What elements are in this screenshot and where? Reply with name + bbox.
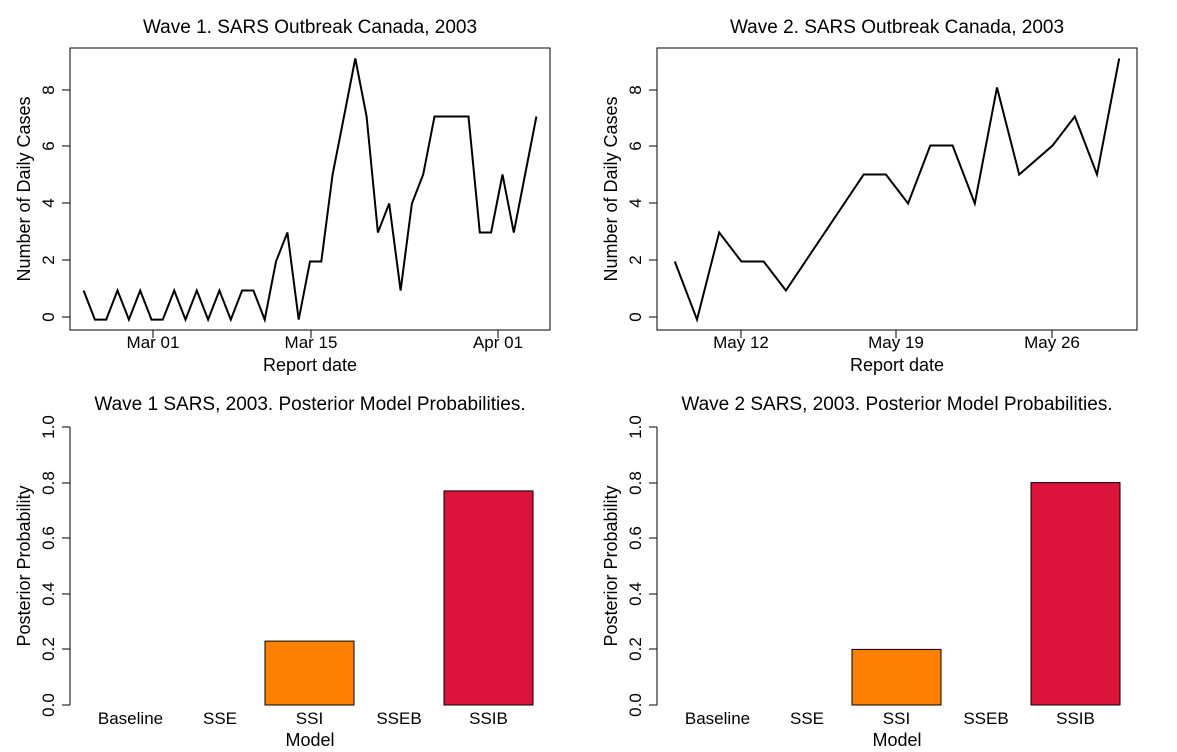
x-axis-label: Report date bbox=[850, 355, 944, 375]
y-tick-label: 0.0 bbox=[626, 693, 645, 717]
x-axis-label: Model bbox=[872, 730, 921, 750]
plot-frame bbox=[69, 47, 551, 331]
x-tick-label: Baseline bbox=[685, 709, 750, 728]
bar-ssi bbox=[851, 648, 942, 706]
series-line-daily-cases bbox=[673, 58, 1121, 323]
y-tick-label: 0.2 bbox=[626, 637, 645, 661]
panel-wave2-line: Wave 2. SARS Outbreak Canada, 2003 May 1… bbox=[601, 17, 1138, 375]
y-tick-label: 0.8 bbox=[626, 471, 645, 495]
y-axis: 0.0 0.2 0.4 0.6 0.8 1.0 Posterior Probab… bbox=[14, 415, 71, 717]
y-tick-label: 1.0 bbox=[626, 415, 645, 439]
y-tick-label: 8 bbox=[39, 85, 58, 94]
x-tick-label: May 26 bbox=[1024, 333, 1080, 352]
y-axis: 0 2 4 6 8 Number of Daily Cases bbox=[601, 85, 658, 322]
panel-wave1-bars: Wave 1 SARS, 2003. Posterior Model Proba… bbox=[14, 394, 534, 750]
y-tick-label: 8 bbox=[626, 85, 645, 94]
panel-wave1-line: Wave 1. SARS Outbreak Canada, 2003 Mar 0… bbox=[14, 17, 551, 375]
x-tick-label: May 19 bbox=[868, 333, 924, 352]
x-axis: Mar 01 Mar 15 Apr 01 Report date bbox=[127, 329, 523, 375]
x-tick-label: SSI bbox=[883, 709, 910, 728]
y-axis-label: Number of Daily Cases bbox=[14, 96, 34, 281]
y-tick-label: 0 bbox=[626, 312, 645, 321]
x-axis-label: Model bbox=[285, 730, 334, 750]
bar-group bbox=[264, 490, 534, 706]
x-tick-label: SSI bbox=[296, 709, 323, 728]
y-tick-label: 6 bbox=[626, 141, 645, 150]
y-axis-label: Posterior Probability bbox=[601, 485, 621, 646]
y-tick-label: 4 bbox=[626, 198, 645, 207]
y-tick-label: 6 bbox=[39, 141, 58, 150]
x-tick-label: Apr 01 bbox=[473, 333, 523, 352]
x-tick-label: May 12 bbox=[713, 333, 769, 352]
y-tick-label: 2 bbox=[39, 255, 58, 264]
chart-title: Wave 1 SARS, 2003. Posterior Model Proba… bbox=[94, 394, 525, 415]
x-tick-label: SSEB bbox=[376, 709, 421, 728]
y-tick-label: 0.6 bbox=[626, 526, 645, 550]
x-tick-label: SSIB bbox=[469, 709, 508, 728]
y-tick-label: 1.0 bbox=[39, 415, 58, 439]
y-axis: 0.0 0.2 0.4 0.6 0.8 1.0 Posterior Probab… bbox=[601, 415, 658, 717]
x-axis: Baseline SSE SSI SSEB SSIB Model bbox=[98, 709, 508, 750]
x-tick-label: SSE bbox=[790, 709, 824, 728]
y-tick-label: 0.8 bbox=[39, 471, 58, 495]
bar-ssib bbox=[443, 490, 534, 706]
y-tick-label: 0.6 bbox=[39, 526, 58, 550]
x-tick-label: Mar 01 bbox=[127, 333, 180, 352]
y-tick-label: 0 bbox=[39, 312, 58, 321]
bar-ssi bbox=[264, 640, 355, 706]
chart-title: Wave 2. SARS Outbreak Canada, 2003 bbox=[730, 17, 1064, 38]
chart-title: Wave 1. SARS Outbreak Canada, 2003 bbox=[143, 17, 477, 38]
y-tick-label: 0.0 bbox=[39, 693, 58, 717]
y-axis-label: Posterior Probability bbox=[14, 485, 34, 646]
y-tick-label: 0.4 bbox=[39, 582, 58, 606]
chart-title: Wave 2 SARS, 2003. Posterior Model Proba… bbox=[681, 394, 1112, 415]
y-tick-label: 0.4 bbox=[626, 582, 645, 606]
x-tick-label: Baseline bbox=[98, 709, 163, 728]
y-tick-label: 4 bbox=[39, 198, 58, 207]
x-axis-label: Report date bbox=[263, 355, 357, 375]
x-tick-label: Mar 15 bbox=[285, 333, 338, 352]
bar-ssib bbox=[1030, 482, 1121, 706]
x-axis: Baseline SSE SSI SSEB SSIB Model bbox=[685, 709, 1095, 750]
panel-wave2-bars: Wave 2 SARS, 2003. Posterior Model Proba… bbox=[601, 394, 1121, 750]
bar-group bbox=[851, 482, 1121, 706]
y-axis-label: Number of Daily Cases bbox=[601, 96, 621, 281]
x-tick-label: SSIB bbox=[1056, 709, 1095, 728]
x-axis: May 12 May 19 May 26 Report date bbox=[713, 329, 1080, 375]
y-tick-label: 0.2 bbox=[39, 637, 58, 661]
series-line-daily-cases bbox=[82, 58, 538, 324]
x-tick-label: SSEB bbox=[963, 709, 1008, 728]
x-tick-label: SSE bbox=[203, 709, 237, 728]
y-tick-label: 2 bbox=[626, 255, 645, 264]
y-axis: 0 2 4 6 8 Number of Daily Cases bbox=[14, 85, 71, 322]
